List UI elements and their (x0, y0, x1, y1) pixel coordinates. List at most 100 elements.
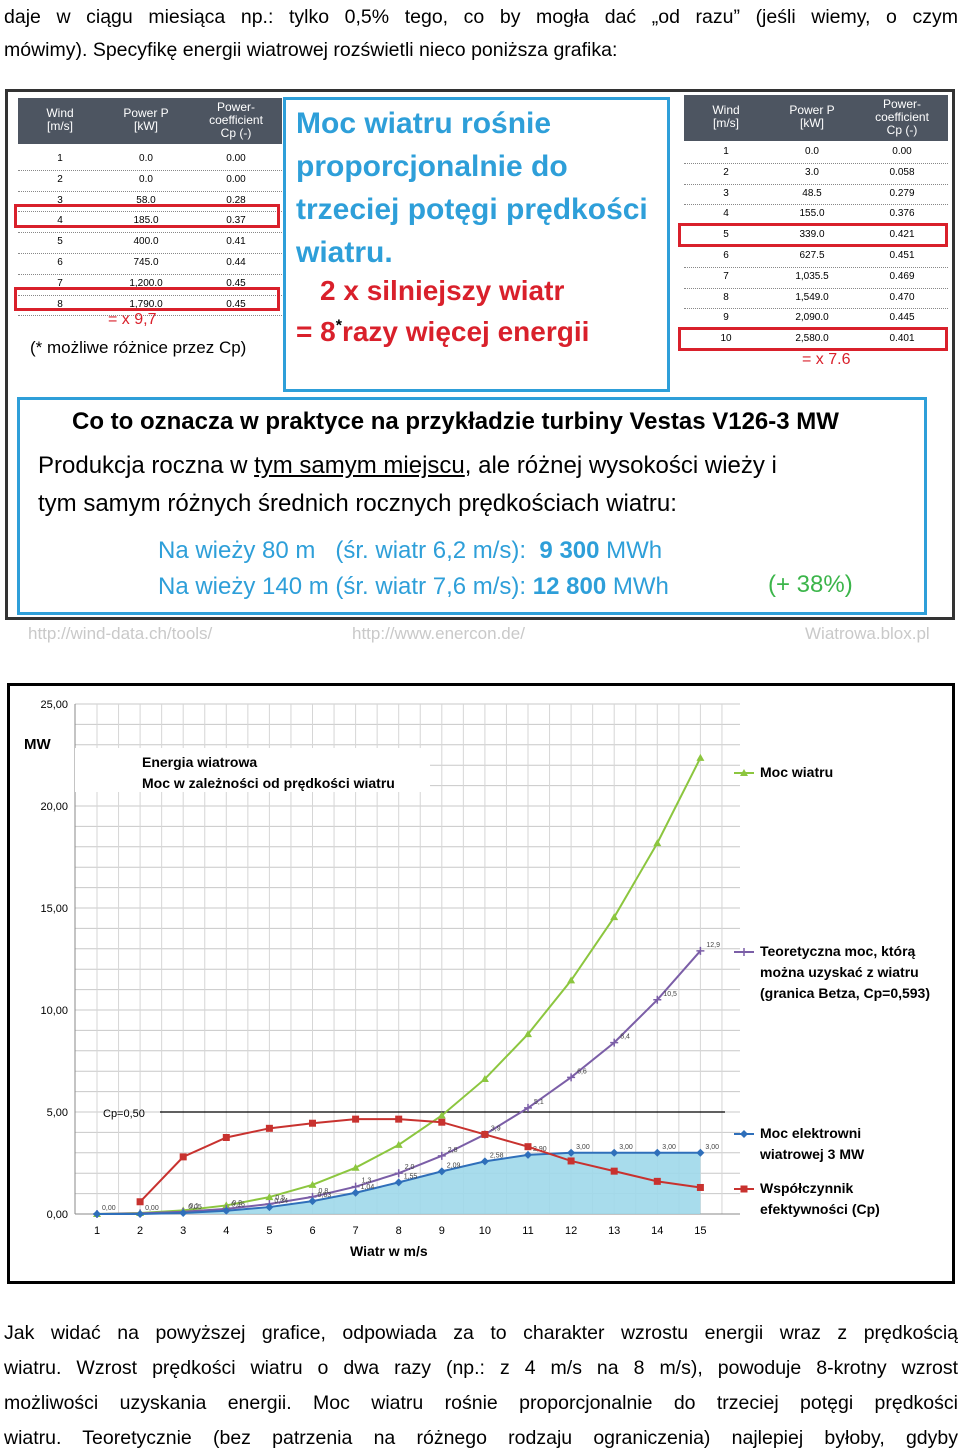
data-label: 3,00 (619, 1144, 633, 1151)
table-cell: 745.0 (133, 257, 159, 268)
data-label: 12,9 (706, 942, 720, 949)
data-label: 3,9 (491, 1125, 501, 1132)
vestas-result-140: Na wieży 140 m (śr. wiatr 7,6 m/s): 12 8… (158, 573, 669, 601)
table-cell: 6 (723, 250, 729, 261)
table-cell: 0.41 (226, 236, 246, 248)
data-point (653, 1148, 662, 1157)
table-cell: 2,580.0 (795, 333, 829, 345)
data-point (696, 946, 705, 955)
source-link[interactable]: Wiatrowa.blox.pl (805, 624, 930, 643)
table-row: 8 1,790.0 0.45 (18, 295, 282, 317)
legend-label: Moc wiatru (760, 764, 833, 780)
paragraph-line: daje w ciągu miesiąca np.: tylko 0,5% te… (4, 6, 958, 28)
r2b: 12 800 (532, 573, 607, 600)
data-point (394, 1140, 403, 1148)
table-cell: 339.0 (799, 229, 825, 241)
header-cp: Power-coefficient Cp (-) (875, 97, 929, 137)
table-row: 6 627.5 0.451 (684, 246, 948, 268)
data-point (567, 1148, 576, 1157)
data-point (179, 1153, 187, 1161)
header-power: Power P [kW] (789, 103, 835, 130)
chart-frame: Cp=0,50 Energia wiatrowa Moc w zależnośc… (7, 683, 955, 1284)
data-point (352, 1115, 360, 1123)
r2a: Na wieży 140 m (śr. wiatr 7,6 m/s): (158, 573, 533, 600)
data-label: 1,55 (404, 1173, 418, 1180)
data-point (394, 1169, 403, 1178)
vestas-line1u: tym samym miejscu (254, 452, 465, 479)
r1a: Na wieży 80 m (śr. wiatr 6,2 m/s): (158, 537, 540, 564)
data-point (696, 753, 705, 761)
table-row: 4 185.0 0.37 (18, 211, 282, 234)
table-cell: 0.44 (226, 257, 246, 268)
data-label: 1,3 (362, 1178, 372, 1185)
table-row: 1 0.0 0.00 (18, 149, 282, 171)
data-label: 0,2 (232, 1200, 242, 1207)
data-point (222, 1134, 230, 1141)
center-line: Moc wiatru rośnie (296, 107, 552, 140)
data-point (265, 1193, 274, 1201)
data-point (394, 1178, 403, 1187)
table-cell: 627.5 (799, 250, 825, 261)
data-point (308, 1180, 317, 1188)
vestas-box: Co to oznacza w praktyce na przykładzie … (17, 397, 927, 615)
vestas-line2: tym samym różnych średnich rocznych pręd… (38, 490, 677, 517)
data-label: 0,34 (274, 1198, 288, 1205)
series-line (139, 1118, 701, 1203)
table-cell: 10 (720, 333, 732, 345)
vestas-result-80: Na wieży 80 m (śr. wiatr 6,2 m/s): 9 300… (158, 537, 662, 565)
x-tick-label: 11 (522, 1225, 533, 1237)
data-point (480, 1157, 489, 1166)
data-point (653, 995, 662, 1004)
table-cell: 0.28 (226, 194, 246, 206)
table-row: 3 58.0 0.28 (18, 191, 282, 213)
x-tick-label: 8 (396, 1225, 402, 1237)
table-row: 2 0.0 0.00 (18, 170, 282, 192)
source-link[interactable]: http://www.enercon.de/ (352, 624, 525, 643)
data-point (437, 1167, 446, 1176)
paragraph-line: możliwości uzyskania energii. Moc wiatru… (4, 1392, 958, 1414)
x-tick-label: 6 (309, 1225, 315, 1237)
data-label: 0,5 (275, 1195, 285, 1202)
data-point (610, 1148, 619, 1157)
legend-label-line: Moc wiatru (760, 764, 833, 780)
y-tick-label: 10,00 (40, 1005, 68, 1017)
data-label: 5,1 (534, 1099, 544, 1106)
paragraph-line: Jak widać na powyższej grafice, odpowiad… (4, 1322, 958, 1344)
table-row: 8 1,549.0 0.470 (684, 288, 948, 310)
legend-label: Współczynnik efektywności (Cp) (760, 1180, 880, 1217)
x-tick-label: 14 (651, 1225, 663, 1237)
y-tick-label: 5,00 (47, 1107, 68, 1119)
table-cell: 8 (723, 291, 729, 303)
data-point (653, 1177, 661, 1185)
data-label: 0,00 (145, 1205, 159, 1212)
center-red-1: 2 x silniejszy wiatr (320, 275, 565, 306)
cp-reference-label: Cp=0,50 (103, 1108, 145, 1120)
table-cell: 0.279 (889, 187, 915, 199)
table-cell: 0.45 (226, 277, 246, 289)
header-cp: Power-coefficient Cp (-) (209, 100, 263, 140)
data-label: 3,00 (705, 1144, 719, 1151)
table-cell: 7 (723, 270, 729, 282)
data-point (610, 1167, 618, 1175)
paragraph-line: mówimy). Specyfikę energii wiatrowej roz… (4, 39, 618, 61)
legend-label: Teoretyczna moc, którą można uzyskać z wi… (760, 943, 930, 1001)
table-cell: 0.45 (226, 298, 246, 310)
table-header: Wind [m/s] Power P [kW] Power-coefficient C… (18, 98, 282, 144)
paragraph-line: wiatru. Teoretycznie (bez patrzenia na r… (4, 1427, 958, 1449)
data-point (437, 1151, 446, 1160)
legend-marker (740, 1130, 748, 1138)
table-cell: 0.445 (889, 312, 915, 324)
table-cell: 1,549.0 (795, 291, 829, 303)
chart-subtitle: Moc w zależności od prędkości wiatru (142, 775, 395, 791)
table-cell: 4 (723, 208, 729, 220)
table-cell: 48.5 (802, 187, 822, 199)
y-tick-label: 20,00 (40, 801, 68, 813)
highlight-row-8 (14, 287, 280, 311)
table-cell: 1 (57, 153, 63, 164)
table-cell: 3 (57, 194, 63, 206)
data-point (136, 1210, 145, 1218)
data-point (179, 1208, 188, 1217)
source-link[interactable]: http://wind-data.ch/tools/ (28, 624, 213, 643)
data-point (567, 976, 576, 984)
